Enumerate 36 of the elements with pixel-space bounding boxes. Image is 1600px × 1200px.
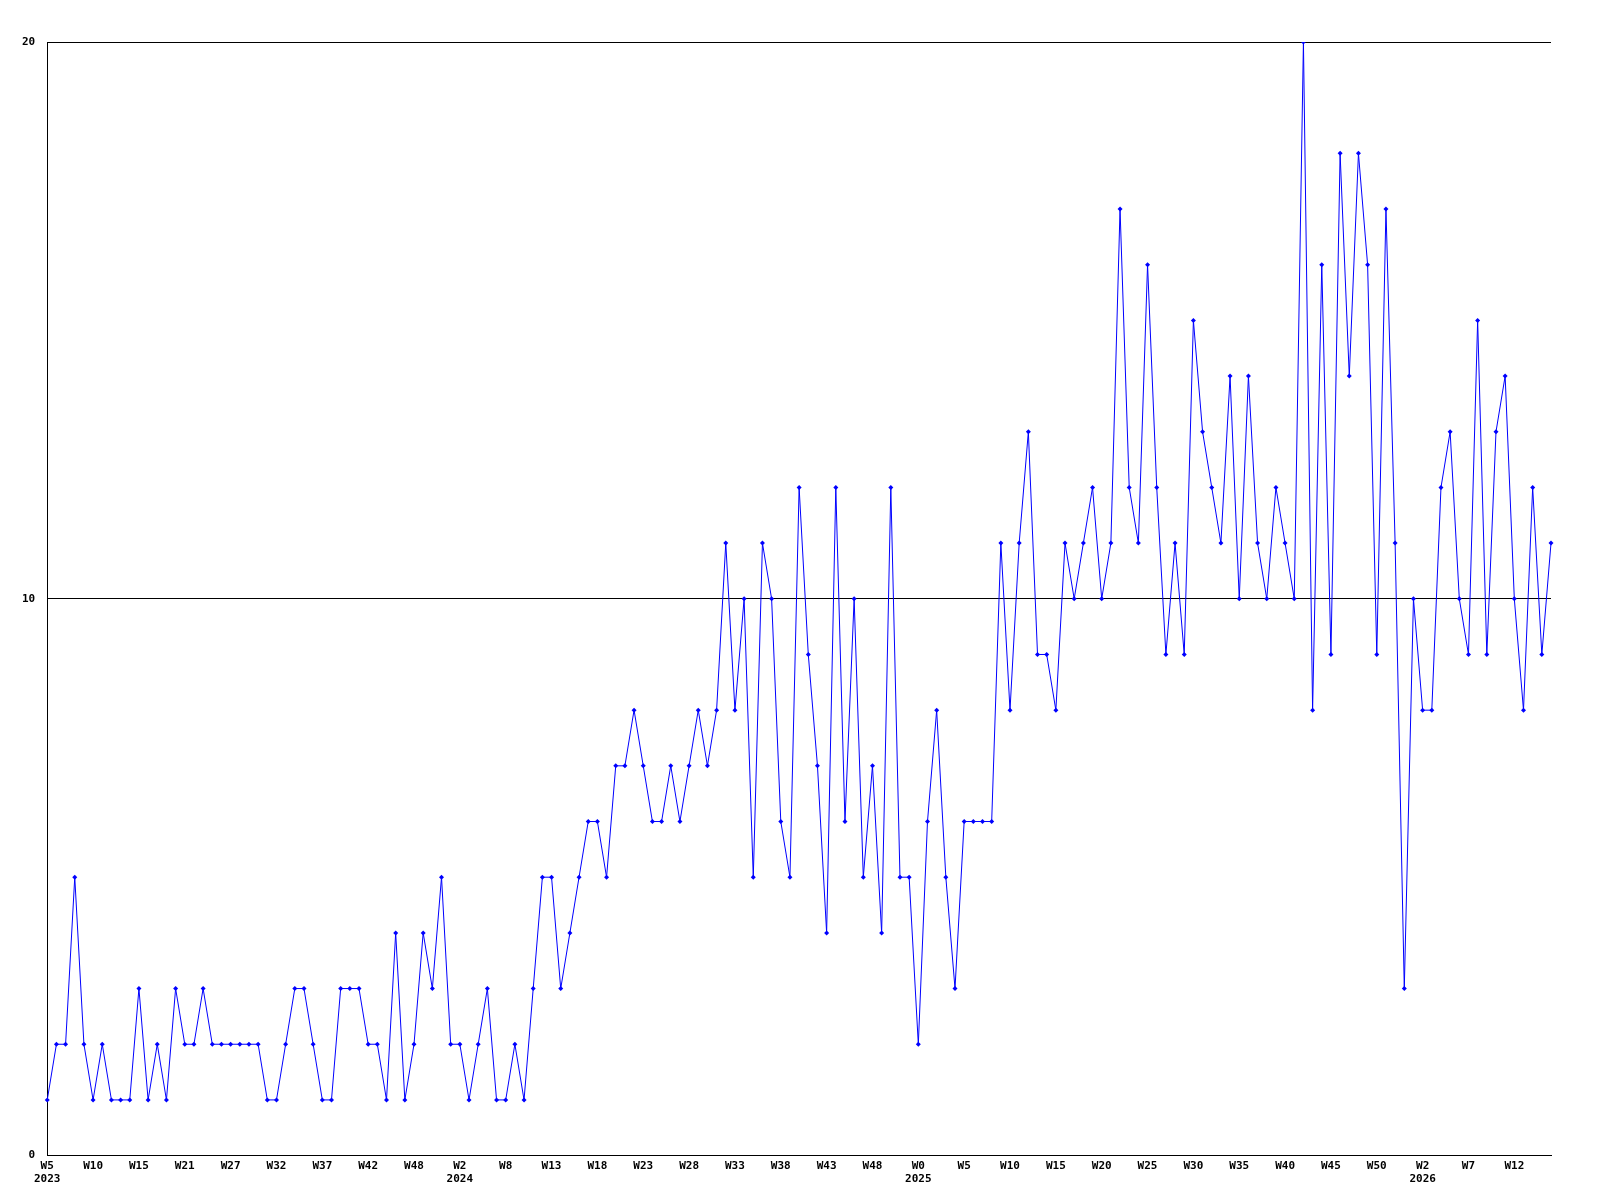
x-tick-label: W42 — [358, 1159, 379, 1173]
x-tick-label: W30 — [1183, 1159, 1204, 1173]
x-tick-label: W10 — [83, 1159, 104, 1173]
x-tick-label: W7 — [1461, 1159, 1476, 1173]
x-tick-label: W2 2024 — [446, 1159, 474, 1186]
x-tick-label: W15 — [1045, 1159, 1066, 1173]
x-tick-label: W12 — [1504, 1159, 1525, 1173]
x-tick-label: W28 — [679, 1159, 700, 1173]
x-tick-label: W32 — [266, 1159, 287, 1173]
y-tick-label: 20 — [22, 34, 36, 48]
x-tick-label: W33 — [725, 1159, 745, 1173]
x-tick-label: W0 2025 — [905, 1159, 932, 1186]
x-tick-label: W35 — [1229, 1159, 1250, 1173]
x-tick-label: W48 — [862, 1159, 883, 1173]
x-tick-label: W43 — [816, 1159, 837, 1173]
x-tick-label: W13 — [541, 1159, 562, 1173]
y-tick-label: 10 — [22, 591, 36, 605]
x-tick-label: W25 — [1137, 1159, 1158, 1173]
y-tick-label: 0 — [28, 1148, 36, 1162]
x-tick-label: W50 — [1366, 1159, 1387, 1173]
x-tick-label: W2 2026 — [1409, 1159, 1437, 1186]
x-tick-label: W20 — [1091, 1159, 1112, 1173]
x-tick-label: W5 — [957, 1159, 971, 1173]
x-tick-label: W15 — [129, 1159, 149, 1173]
x-tick-label: W40 — [1275, 1159, 1296, 1173]
x-tick-label: W38 — [770, 1159, 791, 1173]
x-tick-label: W21 — [174, 1159, 196, 1173]
x-tick-label: W23 — [633, 1159, 654, 1173]
x-tick-label: W37 — [312, 1159, 333, 1173]
x-tick-label: W18 — [587, 1159, 608, 1173]
x-tick-label: W5 2023 — [34, 1159, 61, 1186]
x-tick-label: W8 — [499, 1159, 513, 1173]
x-tick-label: W10 — [1000, 1159, 1020, 1173]
x-tick-label: W48 — [404, 1159, 424, 1173]
x-tick-label: W45 — [1321, 1159, 1341, 1173]
x-tick-label: W27 — [220, 1159, 241, 1173]
